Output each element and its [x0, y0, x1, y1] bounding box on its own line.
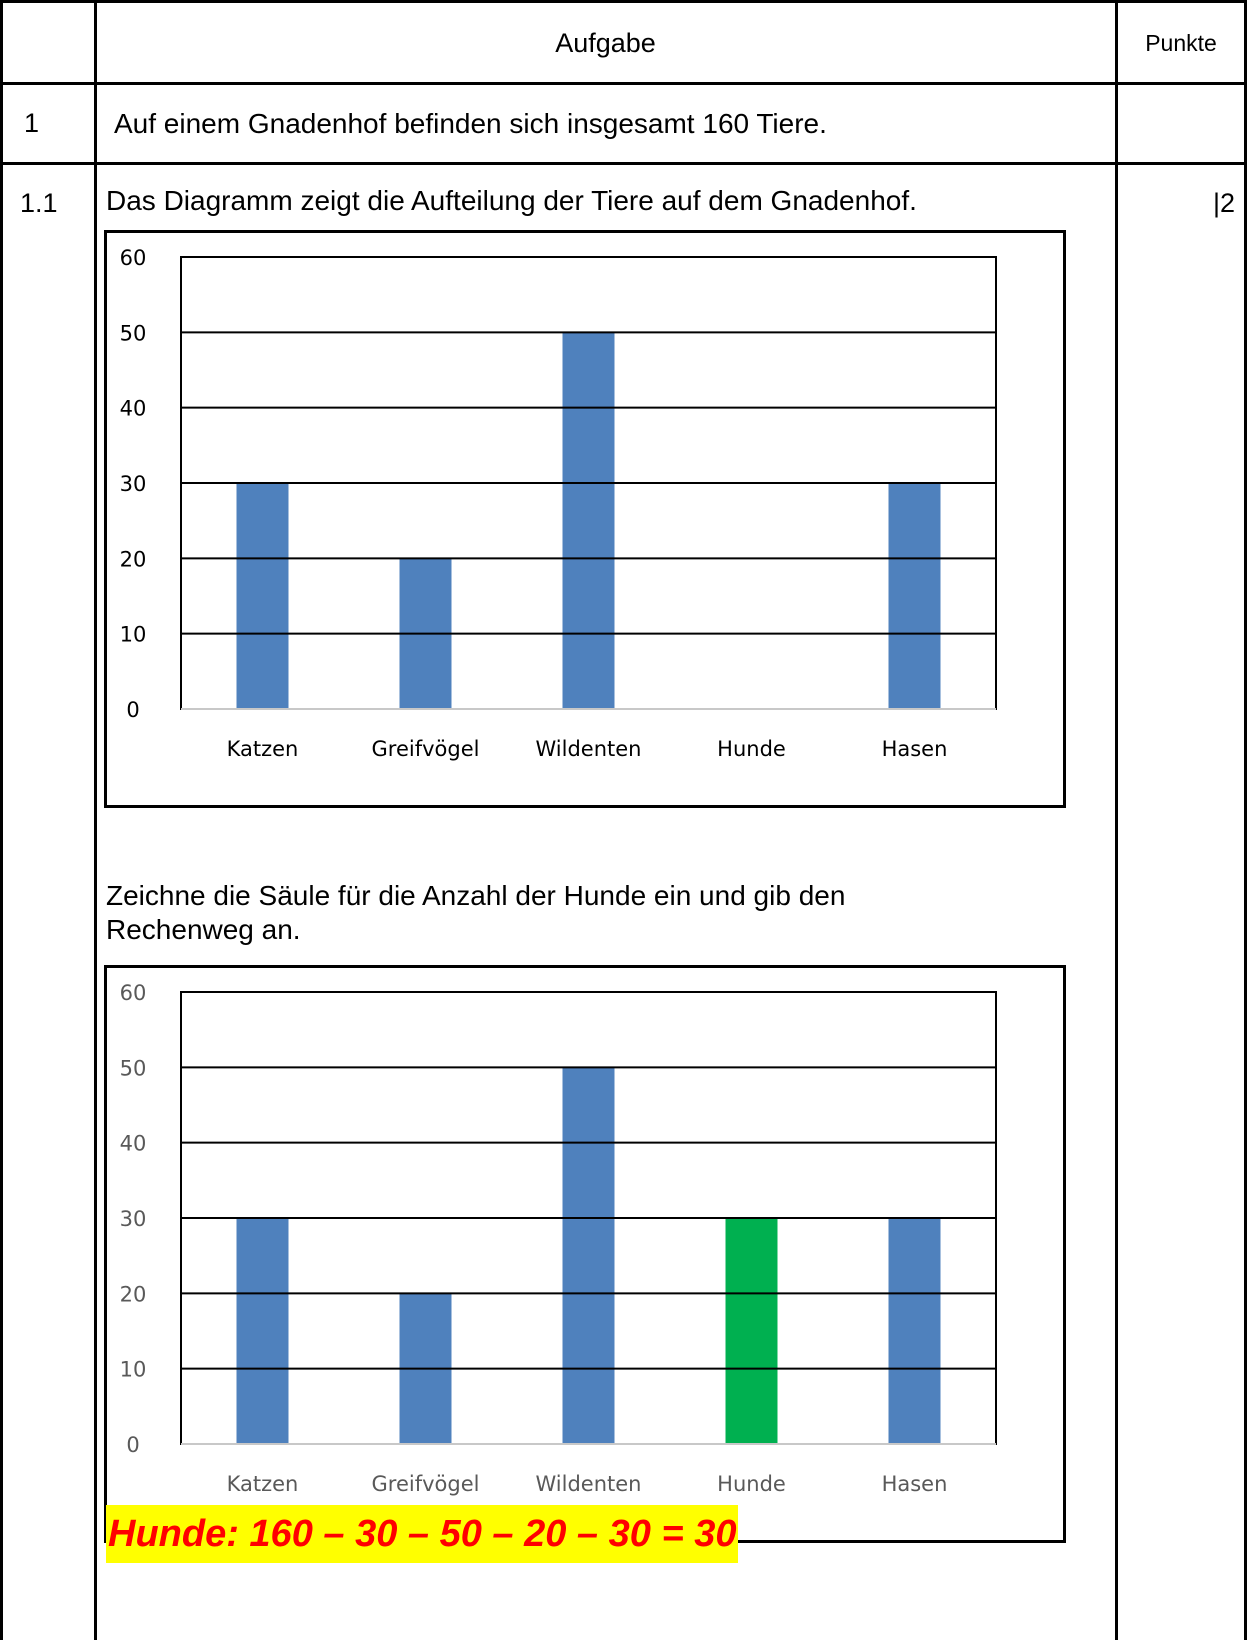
x-tick-label-greifvögel: Greifvögel [372, 1472, 480, 1496]
x-tick-label-hasen: Hasen [882, 1472, 948, 1496]
header-aufgabe: Aufgabe [555, 28, 656, 58]
bar-wildenten [562, 1067, 615, 1444]
bar-hunde [725, 1218, 778, 1444]
y-tick-label-0: 0 [126, 1433, 139, 1457]
x-tick-label-hasen: Hasen [882, 737, 948, 761]
task-text-1-1: Das Diagramm zeigt die Aufteilung der Ti… [106, 185, 917, 216]
table-border-top [0, 0, 1247, 3]
y-tick-label-20: 20 [120, 547, 147, 571]
table-col-divider-2 [1115, 0, 1118, 1640]
y-tick-label-30: 30 [120, 1207, 147, 1231]
table-row-divider-2 [0, 162, 1247, 165]
x-tick-label-wildenten: Wildenten [536, 737, 642, 761]
table-border-left [0, 0, 3, 1640]
x-tick-label-katzen: Katzen [227, 737, 299, 761]
task-number-1: 1 [24, 108, 40, 138]
y-tick-label-20: 20 [120, 1282, 147, 1306]
chart-frame-original: 0 10 20 30 40 50 60 Katzen Greifvögel Wildenten Hu… [104, 230, 1066, 808]
answer-highlight: Hunde: 160 – 30 – 50 – 20 – 30 = 30 [106, 1505, 739, 1563]
instruction-line-2: Rechenweg an. [106, 914, 301, 945]
bar-katzen [236, 483, 289, 709]
y-tick-label-10: 10 [120, 1358, 147, 1382]
y-tick-label-30: 30 [120, 472, 147, 496]
x-tick-label-katzen: Katzen [227, 1472, 299, 1496]
x-tick-label-hunde: Hunde [717, 1472, 786, 1496]
points-value: |2 [1213, 188, 1236, 218]
y-tick-label-50: 50 [120, 1056, 147, 1080]
bar-wildenten [562, 332, 615, 709]
y-tick-label-60: 60 [120, 981, 147, 1005]
table-border-right [1244, 0, 1247, 1640]
table-row-divider-1 [0, 82, 1247, 85]
y-tick-label-60: 60 [120, 246, 147, 270]
chart-original: 0 10 20 30 40 50 60 Katzen Greifvögel Wildenten Hu… [120, 246, 997, 761]
x-tick-label-hunde: Hunde [717, 737, 786, 761]
x-tick-label-wildenten: Wildenten [536, 1472, 642, 1496]
y-tick-label-0: 0 [126, 698, 139, 722]
table-col-divider-1 [94, 0, 97, 1640]
chart-solution: 0 10 20 30 40 50 60 Katzen Greifvögel Wildenten Hu… [120, 981, 997, 1496]
task-text-1: Auf einem Gnadenhof befinden sich insges… [114, 108, 827, 139]
bar-katzen [236, 1218, 289, 1444]
bar-hasen [888, 483, 941, 709]
y-tick-label-50: 50 [120, 321, 147, 345]
x-tick-label-greifvögel: Greifvögel [372, 737, 480, 761]
task-number-1-1: 1.1 [20, 188, 58, 218]
y-tick-label-40: 40 [120, 397, 147, 421]
chart-frame-solution: 0 10 20 30 40 50 60 Katzen Greifvögel Wildenten Hu… [104, 965, 1066, 1543]
y-tick-label-40: 40 [120, 1132, 147, 1156]
instruction-line-1: Zeichne die Säule für die Anzahl der Hun… [106, 880, 846, 911]
bar-hasen [888, 1218, 941, 1444]
y-tick-label-10: 10 [120, 623, 147, 647]
header-punkte: Punkte [1145, 30, 1217, 56]
